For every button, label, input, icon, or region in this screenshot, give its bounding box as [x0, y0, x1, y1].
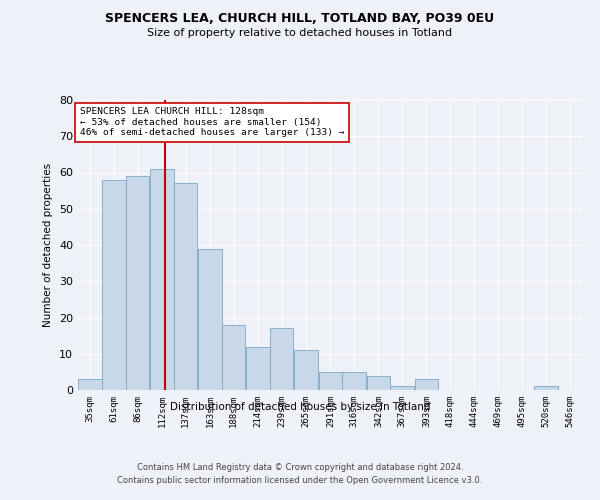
- Bar: [126, 176, 149, 390]
- Text: SPENCERS LEA, CHURCH HILL, TOTLAND BAY, PO39 0EU: SPENCERS LEA, CHURCH HILL, TOTLAND BAY, …: [106, 12, 494, 26]
- Bar: [222, 325, 245, 390]
- Bar: [78, 379, 101, 390]
- Bar: [390, 386, 413, 390]
- Bar: [294, 350, 318, 390]
- Bar: [415, 379, 438, 390]
- Bar: [367, 376, 390, 390]
- Y-axis label: Number of detached properties: Number of detached properties: [43, 163, 53, 327]
- Text: Contains public sector information licensed under the Open Government Licence v3: Contains public sector information licen…: [118, 476, 482, 485]
- Text: Distribution of detached houses by size in Totland: Distribution of detached houses by size …: [170, 402, 430, 412]
- Bar: [319, 372, 342, 390]
- Bar: [199, 248, 222, 390]
- Text: Size of property relative to detached houses in Totland: Size of property relative to detached ho…: [148, 28, 452, 38]
- Bar: [534, 386, 557, 390]
- Bar: [247, 346, 270, 390]
- Bar: [174, 184, 197, 390]
- Text: SPENCERS LEA CHURCH HILL: 128sqm
← 53% of detached houses are smaller (154)
46% : SPENCERS LEA CHURCH HILL: 128sqm ← 53% o…: [80, 108, 344, 137]
- Text: Contains HM Land Registry data © Crown copyright and database right 2024.: Contains HM Land Registry data © Crown c…: [137, 462, 463, 471]
- Bar: [270, 328, 293, 390]
- Bar: [342, 372, 366, 390]
- Bar: [103, 180, 126, 390]
- Bar: [151, 169, 174, 390]
